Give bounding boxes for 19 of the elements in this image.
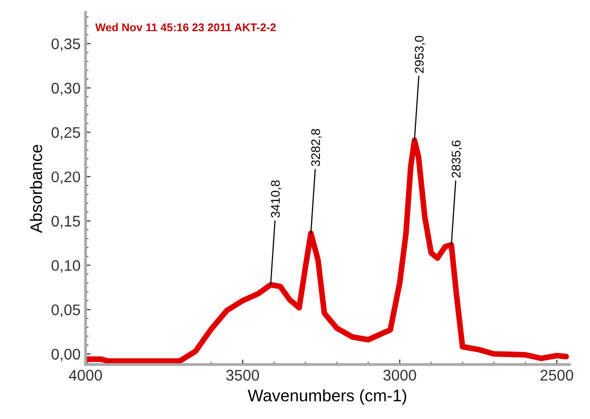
annotation: Wed Nov 11 45:16 23 2011 AKT-2-2	[95, 23, 276, 32]
annotation: 2953,0	[414, 36, 426, 73]
y-tick-label: 0,15	[52, 216, 80, 228]
y-tick-label: 0,25	[52, 127, 80, 140]
annotation: 3282,8	[311, 128, 322, 166]
x-tick-label: 3000	[383, 370, 416, 381]
y-tick-label: 0,20	[52, 171, 80, 184]
x-tick-label: 2500	[540, 370, 574, 381]
x-axis-title: Wavenumbers (cm-1)	[248, 389, 406, 405]
y-axis-title: Absorbance	[30, 144, 42, 233]
y-tick-label: 0,30	[52, 82, 80, 96]
x-tick-label: 3500	[226, 370, 260, 381]
x-tick-label: 4000	[68, 370, 102, 381]
annotation: 2835,6	[452, 140, 462, 178]
y-tick-label: 0,00	[52, 348, 80, 362]
y-tick-label: 0,35	[52, 38, 80, 52]
annotation: 3410,8	[270, 180, 282, 218]
y-tick-label: 0,10	[52, 260, 80, 273]
y-tick-label: 0,05	[52, 304, 80, 318]
